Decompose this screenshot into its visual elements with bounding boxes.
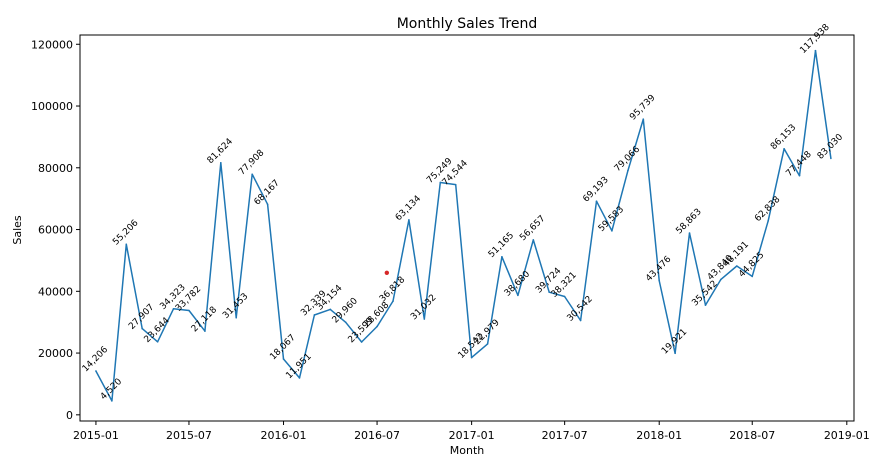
data-point — [188, 309, 190, 312]
data-point — [579, 319, 582, 322]
data-point — [313, 314, 316, 316]
data-point — [95, 370, 97, 372]
chart-title: Monthly Sales Trend — [397, 16, 538, 32]
data-point — [282, 358, 285, 360]
data-label: 77,908 — [237, 148, 267, 178]
data-point — [798, 174, 801, 177]
data-point — [172, 308, 175, 310]
data-point — [235, 316, 238, 319]
y-tick-label: 0 — [66, 409, 73, 422]
data-point — [627, 169, 629, 172]
data-point — [736, 265, 738, 267]
data-point — [220, 161, 222, 164]
data-point — [204, 330, 206, 332]
data-label: 56,657 — [518, 214, 547, 243]
data-label: 14,206 — [81, 345, 111, 375]
x-axis-label: Month — [450, 444, 485, 457]
data-point — [360, 341, 363, 343]
data-point — [251, 173, 253, 176]
data-point — [595, 200, 598, 202]
y-tick-label: 20000 — [38, 347, 73, 360]
data-point — [423, 318, 426, 320]
x-tick-label: 2015-07 — [166, 429, 212, 442]
data-point — [830, 157, 832, 160]
x-tick-label: 2018-01 — [636, 429, 682, 442]
y-tick-label: 100000 — [31, 100, 73, 113]
data-point — [751, 275, 754, 278]
data-point — [783, 147, 785, 150]
data-point — [611, 230, 613, 232]
axis-ticks: 2015-01 2015-07 2016-01 2016-07 2017-01 2017-… — [31, 38, 870, 442]
plot-frame — [79, 34, 855, 422]
x-tick-label: 2016-01 — [261, 429, 307, 442]
data-point — [688, 232, 691, 234]
data-point — [408, 219, 410, 221]
data-point — [658, 279, 661, 282]
data-label: 81,624 — [206, 137, 236, 167]
data-point — [344, 321, 347, 324]
data-labels: 14,2064,52055,20627,90723,64434,32333,78… — [81, 22, 846, 402]
data-point — [814, 49, 817, 52]
data-point — [329, 308, 332, 311]
data-point — [266, 203, 269, 206]
data-point — [767, 219, 769, 222]
x-tick-label: 2017-01 — [449, 429, 495, 442]
y-tick-label: 40000 — [38, 285, 73, 298]
data-point — [501, 256, 503, 258]
data-point — [111, 400, 113, 402]
data-point — [392, 300, 394, 302]
data-point — [642, 118, 645, 120]
data-point — [486, 343, 489, 345]
data-point — [720, 278, 722, 281]
data-point — [704, 304, 707, 306]
x-tick-label: 2019-01 — [824, 429, 870, 442]
y-tick-label: 120000 — [31, 38, 73, 51]
data-point — [532, 239, 535, 241]
data-point — [141, 327, 143, 330]
data-point — [470, 356, 473, 359]
data-point — [548, 291, 551, 293]
data-point — [517, 294, 519, 297]
data-label: 58,863 — [674, 207, 703, 236]
y-tick-label: 60000 — [38, 224, 73, 237]
x-tick-label: 2017-07 — [542, 429, 588, 442]
x-tick-label: 2015-01 — [73, 429, 119, 442]
data-label: 28,608 — [362, 300, 392, 330]
y-tick-label: 80000 — [38, 162, 73, 175]
data-label: 69,193 — [581, 175, 610, 204]
data-label: 55,206 — [111, 218, 141, 248]
data-point — [376, 325, 378, 328]
data-point — [454, 183, 457, 186]
series-line — [95, 49, 832, 402]
annotation-marker — [384, 270, 390, 275]
data-label: 95,739 — [628, 93, 658, 123]
data-point — [298, 377, 301, 379]
x-tick-label: 2016-07 — [354, 429, 400, 442]
data-point — [125, 243, 128, 246]
data-label: 86,153 — [769, 123, 798, 152]
data-label: 63,134 — [394, 194, 424, 224]
data-point — [563, 295, 566, 298]
y-axis-label: Sales — [11, 215, 24, 245]
data-point — [674, 352, 676, 355]
x-tick-label: 2018-07 — [729, 429, 775, 442]
chart-marks — [95, 49, 832, 402]
data-point — [439, 181, 442, 184]
data-label: 51,165 — [487, 231, 516, 260]
data-point — [156, 341, 159, 343]
